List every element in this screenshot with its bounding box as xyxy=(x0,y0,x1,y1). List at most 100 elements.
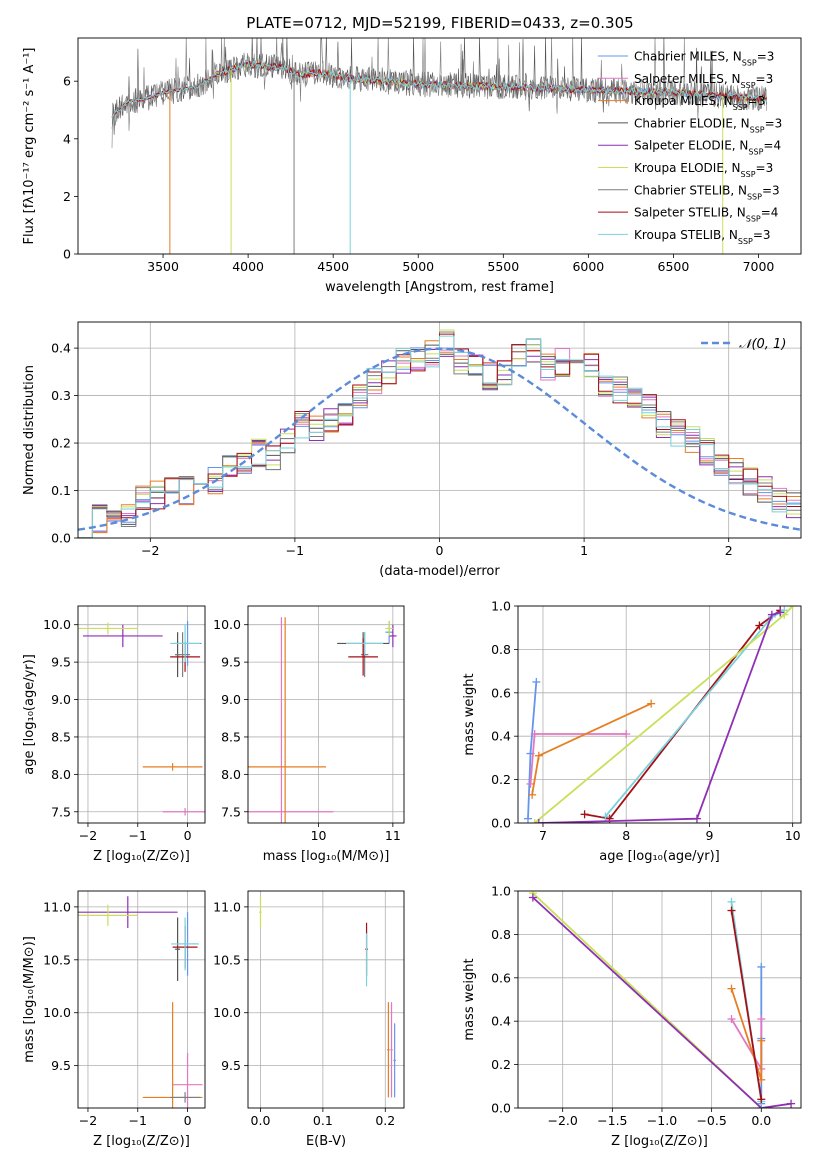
x-axis-label: mass [log₁₀(M/M⊙)] xyxy=(263,849,390,864)
y-tick-label: 0.4 xyxy=(491,729,511,744)
y-tick-label: 10.5 xyxy=(43,952,71,967)
legend-subscript: SSP xyxy=(741,170,756,179)
axes-frame xyxy=(517,890,802,1109)
x-axis-label: Z [log₁₀(Z/Z⊙)] xyxy=(93,1134,190,1149)
legend-label: Chabrier MILES, NSSP=3 xyxy=(634,50,774,68)
legend-label: 𝒩(0, 1) xyxy=(739,337,786,352)
spectrum-panel: 3500 4000 4500 5000 5500 6000 6500 7000 0 2 4 6 wave… xyxy=(22,37,802,295)
y-axis-label: mass weight xyxy=(462,673,477,755)
x-tick-label: −1.5 xyxy=(597,1113,627,1128)
legend-subscript: SSP xyxy=(746,214,761,223)
y-tick-label: 0.8 xyxy=(491,927,511,942)
y-tick-label: 0.8 xyxy=(491,642,511,657)
mass-vs-EBV-plot-area xyxy=(259,896,396,1098)
legend-subscript: SSP xyxy=(748,147,763,156)
x-tick-label: −1 xyxy=(286,543,304,558)
y-tick-label: 11.0 xyxy=(213,899,241,914)
weight-vs-Z-panel: −2.0 −1.5 −1.0 −0.5 0.0 0.0 0.2 0.4 0.6 0.8 1.0 Z [… xyxy=(462,884,802,1149)
x-tick-label: 6500 xyxy=(658,259,690,274)
age-vs-mass-plot-area xyxy=(248,617,397,823)
x-axis-label: age [log₁₀(age/yr)] xyxy=(599,849,720,864)
y-tick-label: 0.4 xyxy=(491,1014,511,1029)
weight-line-kroupa_miles xyxy=(531,702,652,795)
legend-label: Salpeter STELIB, NSSP=4 xyxy=(634,206,778,224)
y-tick-label: 0.6 xyxy=(491,970,511,985)
histogram-kroupa_stelib xyxy=(78,335,801,538)
mass-vs-Z-panel: −2 −1 0 9.5 10.0 10.5 11.0 Z [log₁₀(Z/Z⊙)] mass … xyxy=(22,890,206,1149)
legend-suffix: =3 xyxy=(753,228,771,242)
y-tick-label: 9.0 xyxy=(51,692,71,707)
y-tick-label: 10.0 xyxy=(213,1005,241,1020)
x-axis-label: Z [log₁₀(Z/Z⊙)] xyxy=(93,849,190,864)
y-tick-label: 9.5 xyxy=(51,1058,71,1073)
y-tick-label: 0.3 xyxy=(51,388,71,403)
y-tick-label: 9.0 xyxy=(221,692,241,707)
y-tick-label: 9.5 xyxy=(51,655,71,670)
y-tick-label: 7.5 xyxy=(51,804,71,819)
figure-title: PLATE=0712, MJD=52199, FIBERID=0433, z=0… xyxy=(246,14,633,32)
legend-label: Chabrier ELODIE, NSSP=3 xyxy=(634,116,782,133)
weight-vs-age-plot-area xyxy=(523,606,797,823)
legend-subscript: SSP xyxy=(742,58,757,67)
age-vs-Z-plot-area xyxy=(78,620,205,816)
x-tick-label: 3500 xyxy=(147,259,179,274)
legend-label: Salpeter MILES, NSSP=3 xyxy=(634,72,773,90)
y-tick-label: 10.5 xyxy=(213,952,241,967)
y-tick-label: 0 xyxy=(63,247,71,262)
y-axis-label: age [log₁₀(age/yr)] xyxy=(22,654,37,775)
x-tick-label: 1 xyxy=(580,543,588,558)
y-tick-label: 8.5 xyxy=(51,729,71,744)
x-tick-label: −1.0 xyxy=(647,1113,677,1128)
legend-subscript: SSP xyxy=(747,192,762,201)
x-axis-label: Z [log₁₀(Z/Z⊙)] xyxy=(611,1134,708,1149)
gaussian-curve xyxy=(78,347,801,531)
y-tick-label: 1.0 xyxy=(491,599,511,614)
legend-label: Salpeter ELODIE, NSSP=4 xyxy=(634,139,781,157)
axes-frame xyxy=(77,321,802,539)
x-tick-label: 0 xyxy=(184,828,192,843)
x-tick-label: 4500 xyxy=(317,259,349,274)
x-tick-label: 0.2 xyxy=(375,1113,395,1128)
y-tick-label: 10.0 xyxy=(43,617,71,632)
y-tick-label: 0.2 xyxy=(491,1057,511,1072)
mass-vs-EBV-panel: 0.0 0.1 0.2 9.5 10.0 10.5 11.0 E(B-V) xyxy=(213,890,405,1149)
x-tick-label: 5500 xyxy=(487,259,519,274)
y-tick-label: 8.0 xyxy=(221,767,241,782)
spectrum-line-kroupa_elodie xyxy=(111,60,768,118)
legend-subscript: SSP xyxy=(738,236,753,245)
x-tick-label: 10 xyxy=(785,828,801,843)
x-tick-label: 2 xyxy=(725,543,733,558)
legend-label: Kroupa MILES, NSSP=3 xyxy=(634,94,765,112)
age-vs-Z-panel: −2 −1 0 7.5 8.0 8.5 9.0 9.5 10.0 Z [log₁₀(Z/Z⊙)] a… xyxy=(22,605,206,864)
weight-line-kroupa_stelib xyxy=(604,609,785,818)
legend-subscript: SSP xyxy=(733,103,748,112)
y-tick-label: 2 xyxy=(63,189,71,204)
legend-label: Kroupa STELIB, NSSP=3 xyxy=(634,228,771,246)
y-tick-label: 6 xyxy=(63,74,71,89)
legend-suffix: =3 xyxy=(757,50,775,64)
legend-suffix: =4 xyxy=(761,206,779,220)
y-tick-label: 11.0 xyxy=(43,899,71,914)
age-vs-mass-panel: 10 11 7.5 8.0 8.5 9.0 9.5 10.0 mass [log₁₀(M/M⊙)… xyxy=(213,605,405,864)
axes-frame xyxy=(247,890,405,1109)
x-tick-label: 0 xyxy=(436,543,444,558)
legend-suffix: =3 xyxy=(748,94,766,108)
x-tick-label: −2 xyxy=(141,543,159,558)
y-tick-label: 10.0 xyxy=(43,1005,71,1020)
y-axis-label: Flux [fλ10⁻¹⁷ erg cm⁻² s⁻¹ A⁻¹] xyxy=(22,48,37,245)
x-axis-label: wavelength [Angstrom, rest frame] xyxy=(325,280,554,295)
y-tick-label: 0.0 xyxy=(491,816,511,831)
x-tick-label: 7 xyxy=(539,828,547,843)
axes-frame xyxy=(517,605,802,824)
y-axis-label: mass [log₁₀(M/M⊙)] xyxy=(22,936,37,1063)
legend-suffix: =3 xyxy=(762,183,780,197)
weight-line-salpeter_miles xyxy=(730,1018,763,1073)
legend-suffix: =3 xyxy=(756,161,774,175)
spectrum-line-kroupa_stelib xyxy=(111,60,767,118)
y-tick-label: 0.2 xyxy=(491,772,511,787)
y-tick-label: 1.0 xyxy=(491,884,511,899)
residuals-panel: −2 −1 0 1 2 0.0 0.1 0.2 0.3 0.4 (data-model)/error… xyxy=(22,321,802,579)
x-tick-label: 4000 xyxy=(232,259,264,274)
x-tick-label: 0.1 xyxy=(313,1113,333,1128)
